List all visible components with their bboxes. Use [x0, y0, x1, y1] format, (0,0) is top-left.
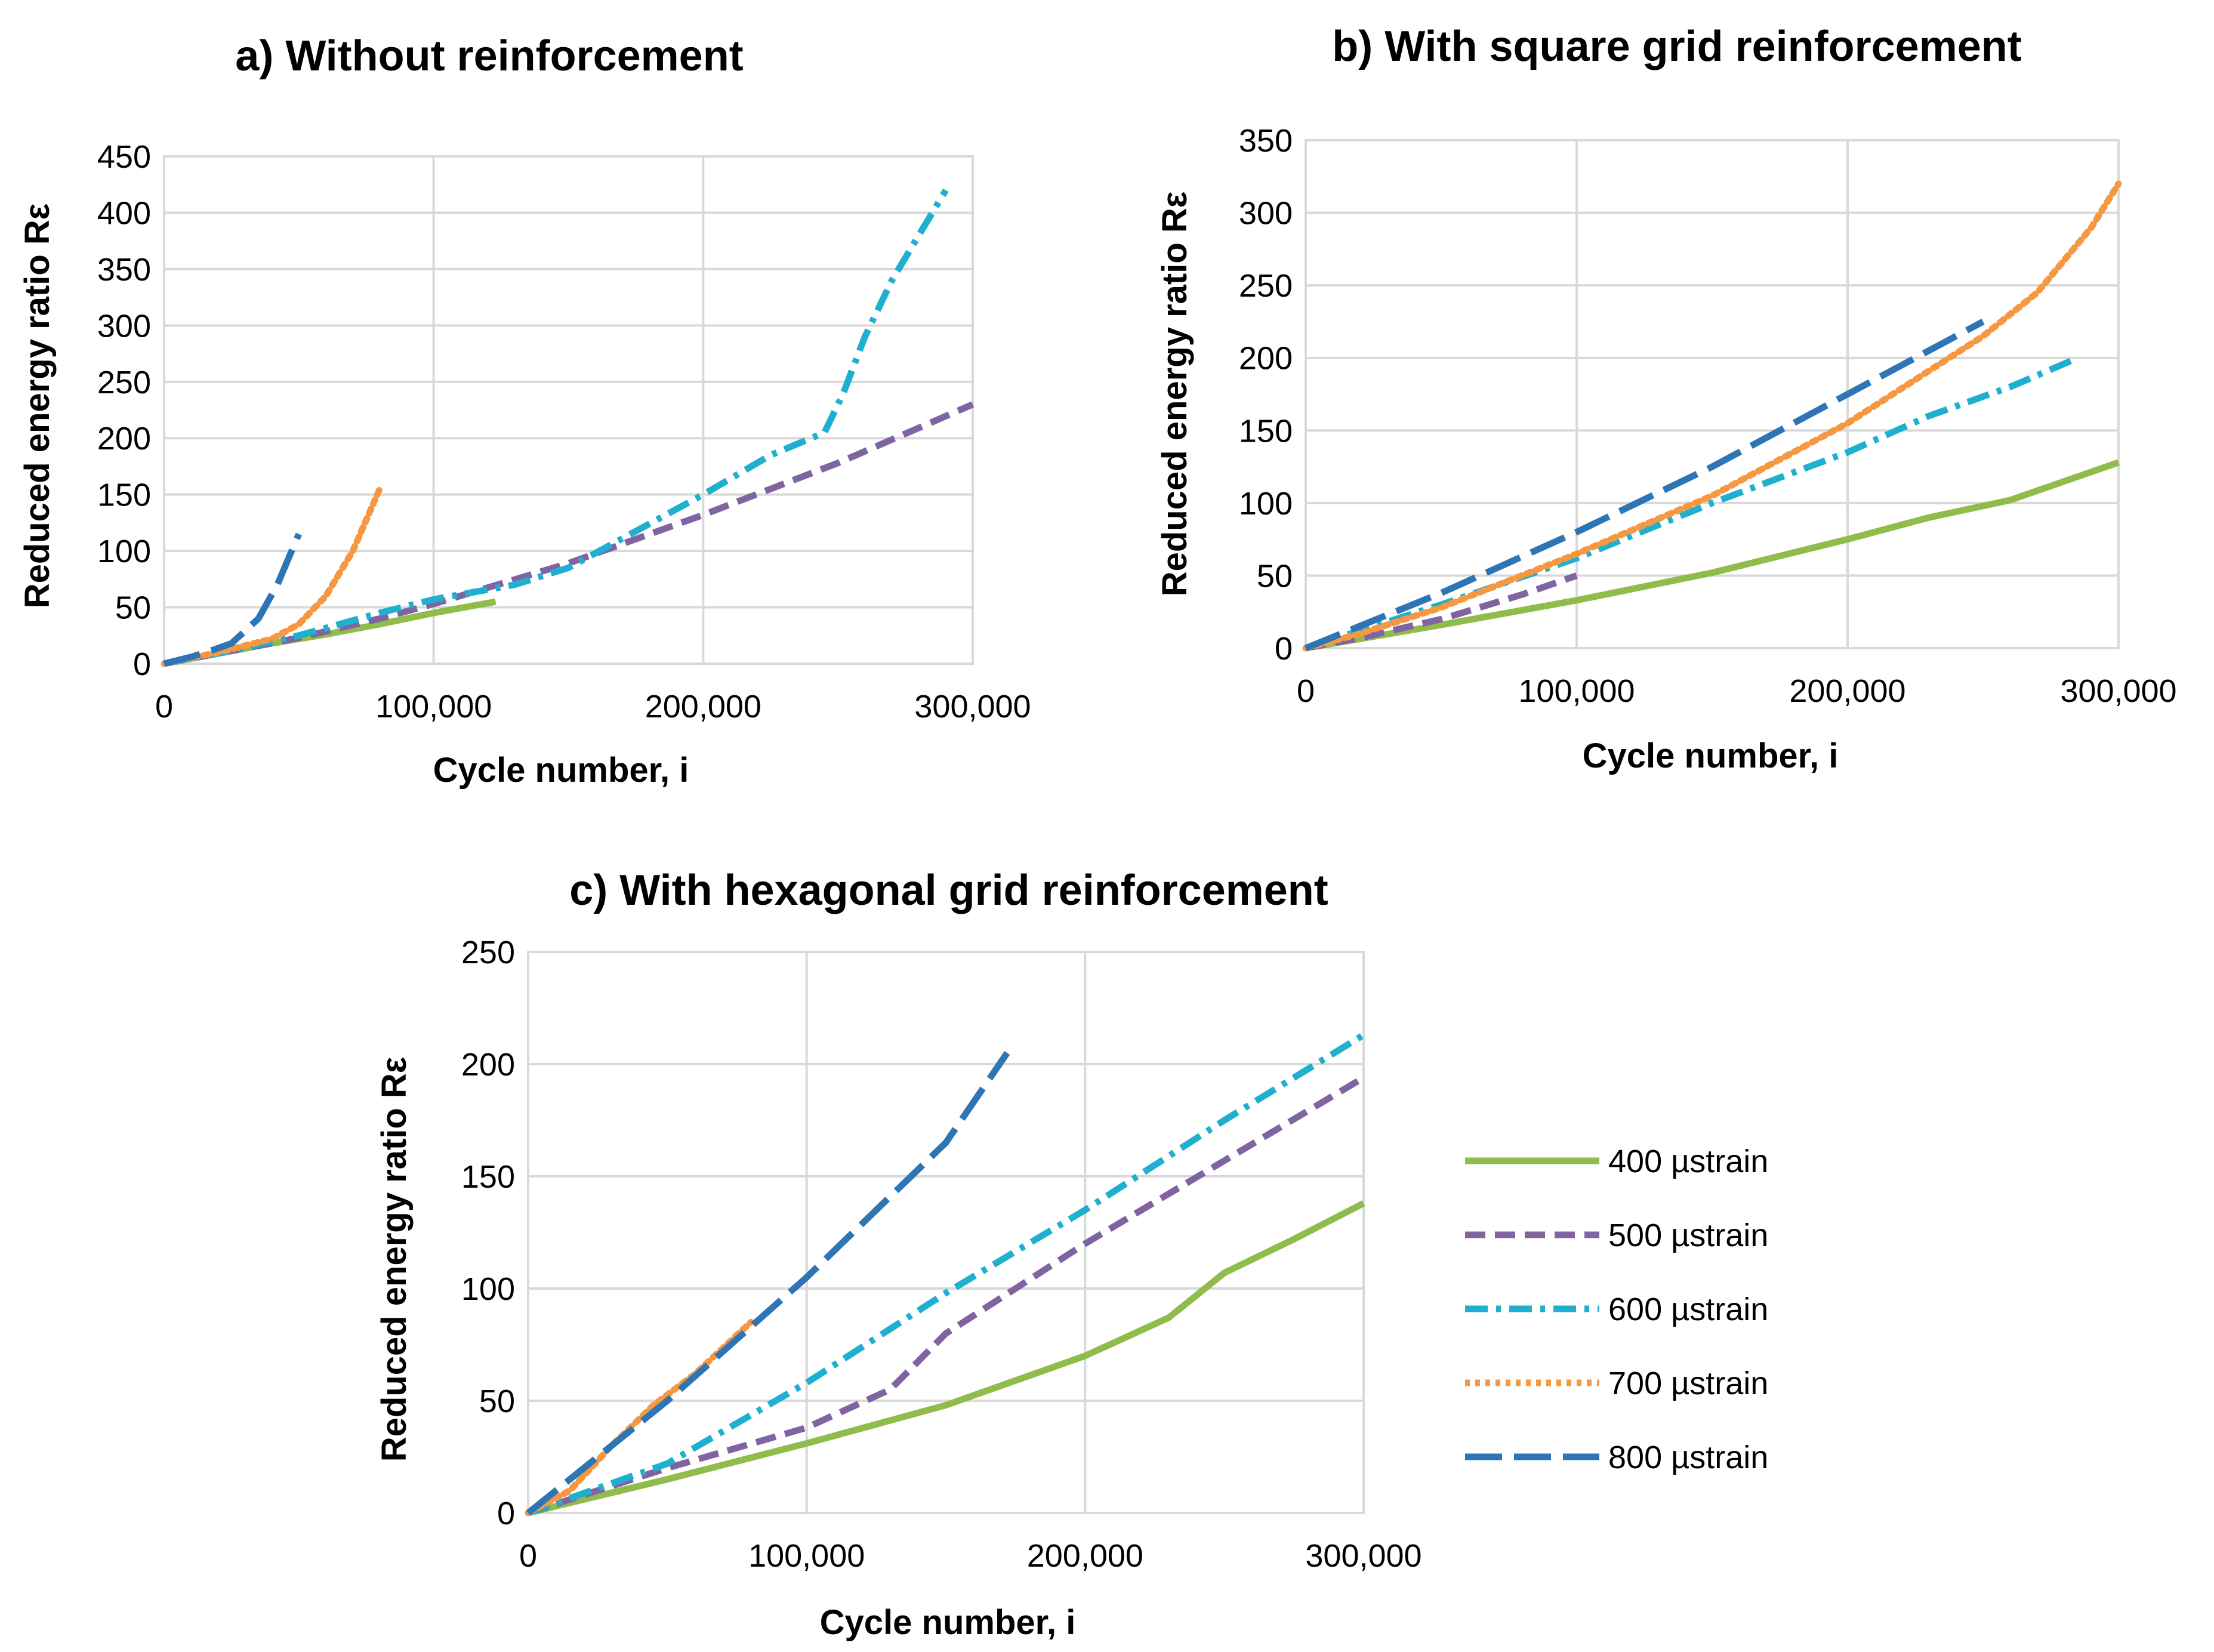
panel-c-hexagonal-grid: c) With hexagonal grid reinforcement Cyc… — [375, 867, 1422, 1642]
x-tick-label: 0 — [1297, 673, 1315, 709]
x-tick-label: 200,000 — [1789, 673, 1905, 709]
y-tick-label: 200 — [1239, 341, 1293, 377]
series-line-800 — [163, 532, 302, 667]
legend-item: 500 µstrain — [1465, 1218, 1768, 1253]
y-tick-label: 450 — [97, 139, 151, 175]
series-line-500 — [163, 401, 975, 667]
series-line-500 — [527, 1074, 1365, 1517]
panel-b-square-grid: b) With square grid reinforcement Cycle … — [1155, 23, 2177, 775]
y-tick-label: 100 — [1239, 486, 1293, 522]
x-tick-label: 300,000 — [914, 689, 1031, 725]
series-line-600 — [527, 1032, 1365, 1517]
y-tick-label: 50 — [115, 590, 151, 626]
x-tick-labels: 0 100,000 200,000 300,000 — [519, 1538, 1422, 1574]
y-tick-labels: 0 50 100 150 200 250 — [461, 935, 515, 1531]
y-tick-label: 250 — [97, 365, 151, 400]
y-tick-label: 350 — [97, 252, 151, 288]
legend-label: 400 µstrain — [1608, 1144, 1768, 1179]
series-line-800 — [526, 1051, 1010, 1516]
x-tick-label: 300,000 — [2060, 673, 2176, 709]
x-tick-label: 100,000 — [748, 1538, 865, 1574]
legend-label: 800 µstrain — [1608, 1440, 1768, 1475]
x-tick-label: 200,000 — [645, 689, 761, 725]
legend-item: 600 µstrain — [1465, 1292, 1768, 1327]
x-tick-label: 200,000 — [1027, 1538, 1143, 1574]
y-tick-label: 50 — [479, 1383, 515, 1419]
y-tick-label: 200 — [461, 1047, 515, 1083]
panel-a-without-reinforcement: a) Without reinforcement Cycle number, i… — [18, 32, 1031, 790]
y-tick-labels: 0 50 100 150 200 250 300 350 400 450 — [97, 139, 151, 682]
chart-title: a) Without reinforcement — [235, 32, 743, 80]
x-axis-title: Cycle number, i — [820, 1603, 1076, 1642]
y-tick-label: 150 — [461, 1159, 515, 1195]
series-line-600 — [163, 188, 949, 667]
y-tick-label: 100 — [97, 534, 151, 569]
gridlines — [1305, 139, 2120, 649]
y-tick-labels: 0 50 100 150 200 250 300 350 — [1239, 123, 1293, 667]
series-line-700 — [1302, 180, 2122, 652]
y-tick-label: 200 — [97, 421, 151, 457]
y-axis-title: Reduced energy ratio Rε — [375, 1057, 414, 1462]
x-tick-label: 100,000 — [1518, 673, 1635, 709]
y-tick-label: 400 — [97, 195, 151, 231]
series-lines — [161, 188, 975, 667]
gridlines — [527, 951, 1365, 1514]
legend-item: 400 µstrain — [1465, 1144, 1768, 1179]
y-axis-title: Reduced energy ratio Rε — [18, 204, 57, 609]
y-tick-label: 300 — [97, 308, 151, 344]
series-line-800 — [1304, 319, 1985, 652]
y-tick-label: 150 — [1239, 413, 1293, 449]
legend-label: 700 µstrain — [1608, 1366, 1768, 1401]
y-tick-label: 300 — [1239, 196, 1293, 232]
legend-label: 600 µstrain — [1608, 1292, 1768, 1327]
series-lines — [525, 1032, 1365, 1517]
series-line-400 — [1305, 459, 2120, 652]
y-axis-title: Reduced energy ratio Rε — [1155, 192, 1194, 597]
legend-item: 700 µstrain — [1465, 1366, 1768, 1401]
x-tick-labels: 0 100,000 200,000 300,000 — [1297, 673, 2177, 709]
y-tick-label: 250 — [461, 935, 515, 970]
legend-item: 800 µstrain — [1465, 1440, 1768, 1475]
y-tick-label: 0 — [133, 646, 151, 682]
y-tick-label: 0 — [497, 1496, 515, 1531]
x-tick-label: 0 — [519, 1538, 537, 1574]
chart-title: b) With square grid reinforcement — [1332, 23, 2022, 70]
x-axis-title: Cycle number, i — [1583, 736, 1839, 775]
series-line-700 — [161, 485, 383, 667]
y-tick-label: 150 — [97, 477, 151, 513]
x-axis-title: Cycle number, i — [433, 751, 689, 790]
y-tick-label: 250 — [1239, 268, 1293, 304]
legend: 400 µstrain 500 µstrain 600 µstrain 700 µst… — [1465, 1144, 1768, 1475]
plot-area — [163, 155, 974, 665]
y-tick-label: 50 — [1257, 558, 1293, 594]
gridlines — [163, 155, 974, 665]
chart-title: c) With hexagonal grid reinforcement — [569, 867, 1328, 914]
plot-area — [527, 951, 1365, 1514]
series-line-400 — [527, 1200, 1365, 1517]
x-tick-labels: 0 100,000 200,000 300,000 — [155, 689, 1031, 725]
y-tick-label: 0 — [1275, 631, 1293, 667]
series-lines — [1302, 180, 2122, 652]
x-tick-label: 100,000 — [375, 689, 492, 725]
x-tick-label: 300,000 — [1305, 1538, 1421, 1574]
legend-label: 500 µstrain — [1608, 1218, 1768, 1253]
y-tick-label: 100 — [461, 1271, 515, 1307]
x-tick-label: 0 — [155, 689, 173, 725]
y-tick-label: 350 — [1239, 123, 1293, 159]
